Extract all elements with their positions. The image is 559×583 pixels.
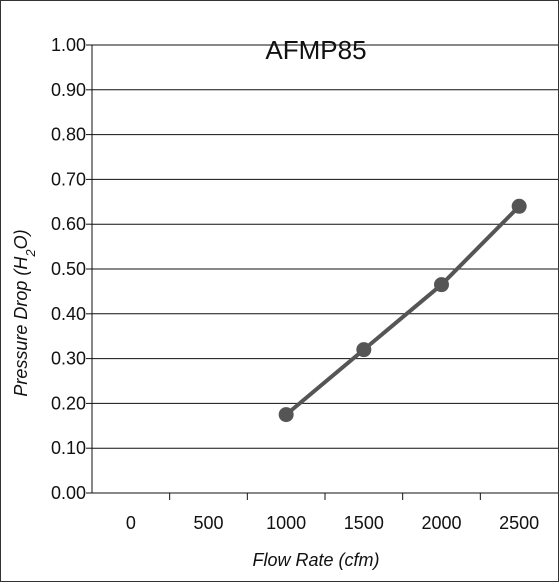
grid-lines <box>92 44 558 449</box>
data-point-0-3 <box>511 198 527 214</box>
y-tick-label-8: 0.80 <box>51 125 86 145</box>
x-tick-labels: 0 500 1000 1500 2000 2500 <box>126 513 539 533</box>
y-tick-label-4: 0.40 <box>51 304 86 324</box>
y-tick-label-5: 0.50 <box>51 259 86 279</box>
data-point-0-1 <box>356 342 372 358</box>
data-point-0-0 <box>278 407 294 423</box>
y-tick-label-6: 0.60 <box>51 214 86 234</box>
y-tick-label-7: 0.70 <box>51 169 86 189</box>
x-tick-label-2: 1000 <box>266 513 306 533</box>
y-tick-label-3: 0.30 <box>51 349 86 369</box>
y-tick-label-0: 0.00 <box>51 483 86 503</box>
y-tick-label-10: 1.00 <box>51 35 86 55</box>
y-axis-title: Pressure Drop (H2O) <box>11 229 38 396</box>
series-line-0 <box>284 204 521 417</box>
axes <box>86 44 558 500</box>
y-tick-label-1: 0.10 <box>51 438 86 458</box>
y-axis-title-suffix: O) <box>11 229 31 249</box>
y-tick-label-2: 0.20 <box>51 393 86 413</box>
chart-title: AFMP85 <box>265 35 366 65</box>
y-tick-labels: 0.00 0.10 0.20 0.30 0.40 0.50 0.60 0.70 0.80 0.90… <box>51 35 86 503</box>
y-tick-label-9: 0.90 <box>51 80 86 100</box>
x-tick-label-0: 0 <box>126 513 136 533</box>
x-tick-label-1: 500 <box>193 513 223 533</box>
y-axis-title-subscript: 2 <box>23 249 38 258</box>
x-tick-label-5: 2500 <box>499 513 539 533</box>
x-axis-title: Flow Rate (cfm) <box>252 550 379 570</box>
series-layer <box>278 198 527 423</box>
data-point-0-2 <box>434 277 449 293</box>
x-tick-label-4: 2000 <box>421 513 461 533</box>
y-axis-title-main: Pressure Drop (H <box>11 256 31 397</box>
x-tick-label-3: 1500 <box>344 513 384 533</box>
